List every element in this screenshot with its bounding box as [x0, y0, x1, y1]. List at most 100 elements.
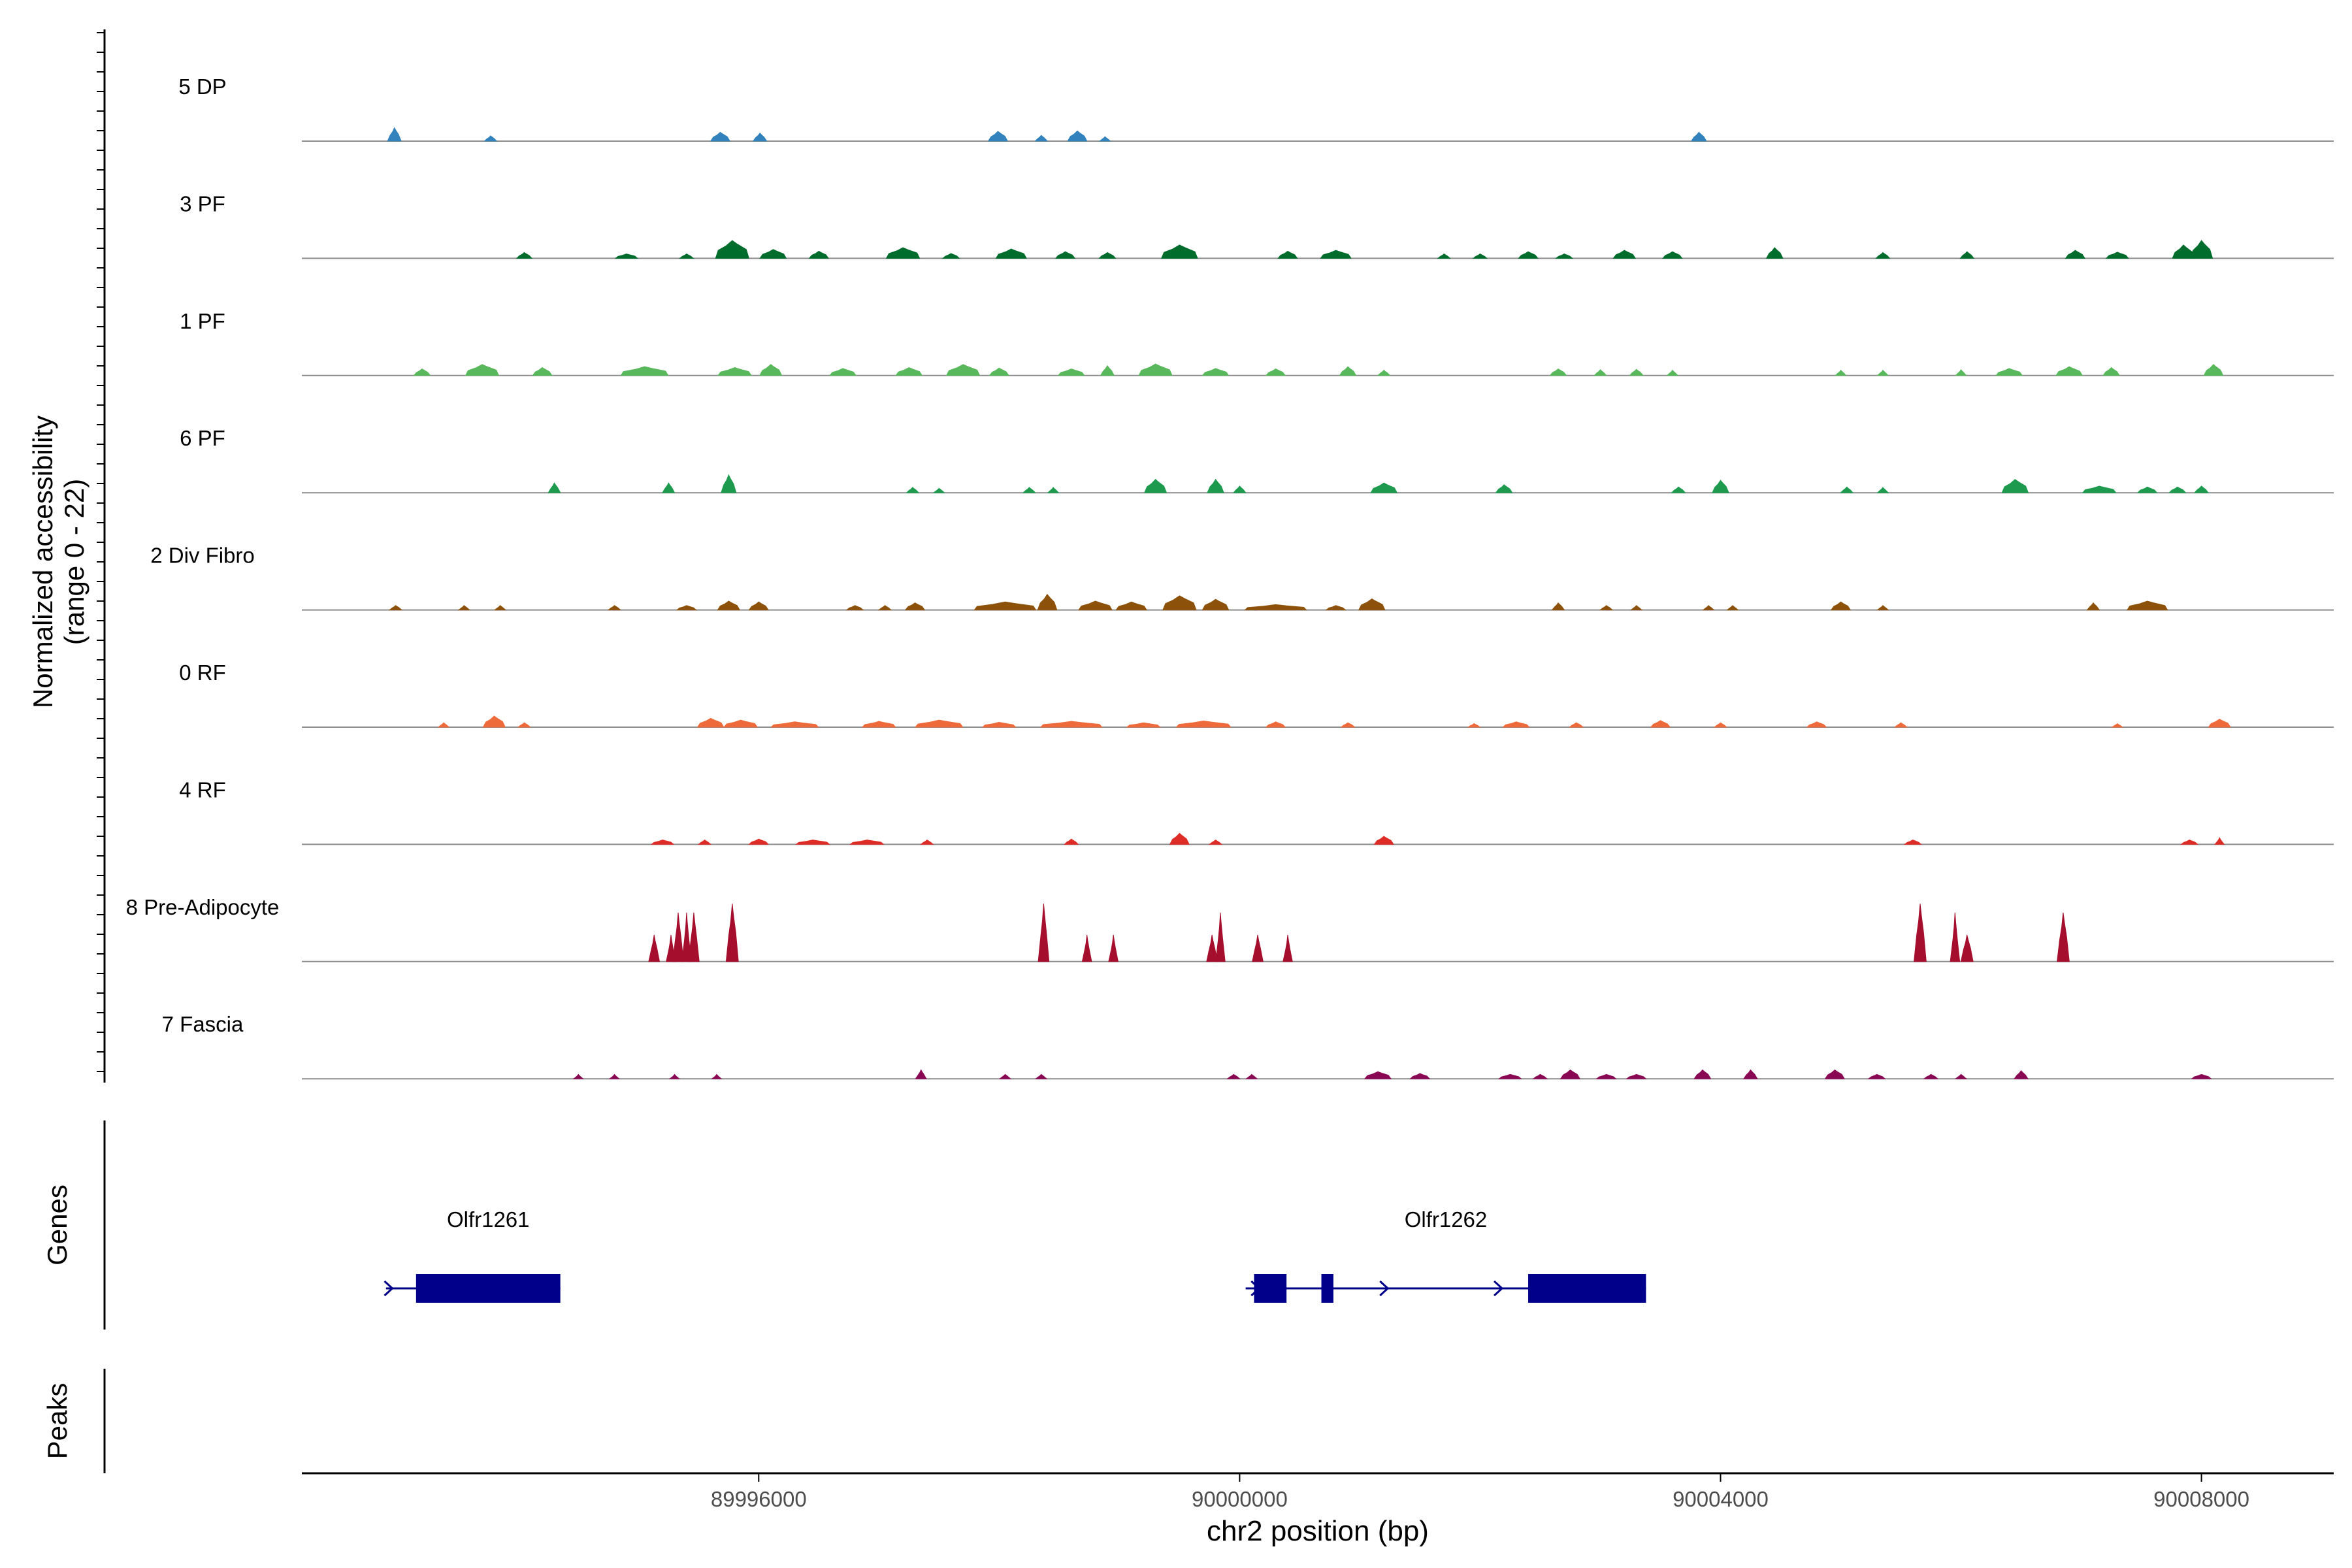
coverage-peak	[1806, 721, 1827, 728]
coverage-peak	[759, 249, 787, 259]
gene-exon	[416, 1274, 561, 1303]
coverage-peak	[1875, 252, 1891, 259]
coverage-peak	[620, 366, 669, 376]
coverage-peak	[457, 605, 471, 611]
coverage-peak	[1903, 840, 1922, 845]
coverage-peak	[1160, 244, 1198, 259]
track-label: 4 RF	[179, 777, 226, 802]
coverage-peak	[696, 717, 725, 728]
coverage-peak	[517, 722, 532, 728]
coverage-peak	[676, 605, 697, 611]
gene-1: Olfr1262	[1245, 1207, 1646, 1303]
coverage-peak	[2191, 1073, 2212, 1079]
coverage-peak	[662, 482, 676, 493]
coverage-peak	[1364, 1071, 1392, 1079]
coverage-peak	[1358, 598, 1386, 611]
coverage-peak	[998, 1073, 1012, 1079]
coverage-peak	[725, 904, 739, 962]
coverage-peak	[1100, 365, 1115, 376]
track-label: 8 Pre-Adipocyte	[126, 895, 280, 919]
coverage-peak	[532, 367, 553, 376]
coverage-peak	[915, 1069, 927, 1079]
coverage-peak	[721, 474, 737, 493]
coverage-peak	[1568, 722, 1584, 728]
genes-panel-label: Genes	[42, 1184, 73, 1266]
coverage-peak	[2180, 840, 2199, 845]
coverage-peak	[2102, 367, 2121, 376]
coverage-peak	[1340, 722, 1356, 728]
coverage-peak	[1207, 478, 1224, 493]
track-label: 5 DP	[178, 74, 226, 99]
coverage-peak	[1232, 485, 1247, 493]
coverage-peak	[2014, 1070, 2029, 1079]
coverage-peak	[1560, 1069, 1581, 1079]
coverage-peak	[1599, 605, 1614, 611]
coverage-peak	[1370, 482, 1398, 493]
track-0: 5 DP	[178, 74, 2334, 142]
gene-exon	[1528, 1274, 1646, 1303]
coverage-peak	[2190, 240, 2213, 259]
coverage-peak	[1037, 904, 1050, 962]
track-label: 0 RF	[179, 661, 226, 685]
coverage-peak	[1693, 1069, 1712, 1079]
coverage-peak	[1914, 904, 1927, 962]
coverage-peak	[1867, 1073, 1886, 1079]
coverage-peak	[1245, 1073, 1258, 1079]
coverage-peak	[1532, 1073, 1548, 1079]
coverage-peak	[1960, 934, 1974, 962]
coverage-peak	[1282, 934, 1293, 962]
track-3: 6 PF	[180, 426, 2334, 494]
coverage-peak	[1923, 1073, 1939, 1079]
coverage-peak	[1650, 720, 1671, 728]
coverage-peak	[1840, 486, 1854, 493]
track-label: 2 Div Fibro	[150, 544, 255, 568]
coverage-peak	[2065, 250, 2086, 259]
coverage-peak	[2194, 485, 2210, 493]
coverage-peak	[1115, 601, 1148, 611]
coverage-peak	[1467, 723, 1482, 728]
coverage-peak	[808, 250, 830, 259]
coverage-peak	[672, 912, 684, 962]
coverage-peak	[1995, 368, 2023, 376]
coverage-peak	[1057, 368, 1085, 376]
coverage-peak	[861, 721, 896, 728]
coverage-peak	[904, 602, 926, 611]
coverage-peak	[1244, 604, 1307, 611]
coverage-peak	[973, 601, 1037, 611]
coverage-peak	[2001, 479, 2029, 493]
coverage-peak	[1064, 838, 1079, 845]
track-1: 3 PF	[180, 191, 2334, 259]
coverage-peak	[988, 367, 1010, 376]
coverage-peak	[715, 240, 749, 259]
coverage-peak	[2126, 600, 2168, 611]
coverage-tracks: 5 DP 3 PF 1 PF 6 PF 2 Div Fibro 0 RF 4 RF 8 Pre…	[126, 74, 2334, 1080]
coverage-peak	[1612, 250, 1637, 259]
coverage-peak	[2136, 486, 2158, 493]
track-5: 0 RF	[179, 661, 2334, 728]
coverage-peak	[547, 482, 561, 493]
gene-label: Olfr1261	[447, 1207, 530, 1232]
track-2: 1 PF	[180, 309, 2334, 376]
coverage-peak	[2110, 723, 2124, 728]
coverage-peak	[1265, 368, 1286, 376]
coverage-peak	[1054, 251, 1076, 259]
coverage-peak	[1098, 136, 1111, 142]
x-tick-label: 90000000	[1192, 1487, 1288, 1511]
coverage-peak	[688, 912, 700, 962]
x-axis-label: chr2 position (bp)	[1207, 1515, 1429, 1547]
coverage-peak	[1743, 1069, 1758, 1079]
x-tick-label: 90004000	[1673, 1487, 1769, 1511]
coverage-peak	[493, 605, 507, 611]
coverage-peak	[717, 367, 752, 376]
coverage-peak	[849, 840, 885, 845]
coverage-peak	[1666, 369, 1679, 376]
coverage-peak	[1039, 721, 1103, 728]
coverage-peak	[1206, 934, 1218, 962]
coverage-peak	[515, 252, 533, 259]
coverage-peak	[1037, 593, 1058, 611]
x-tick-label: 89996000	[711, 1487, 807, 1511]
coverage-peak	[1252, 934, 1264, 962]
coverage-peak	[1702, 605, 1715, 611]
coverage-peak	[1765, 247, 1784, 259]
coverage-peak	[1277, 250, 1298, 259]
